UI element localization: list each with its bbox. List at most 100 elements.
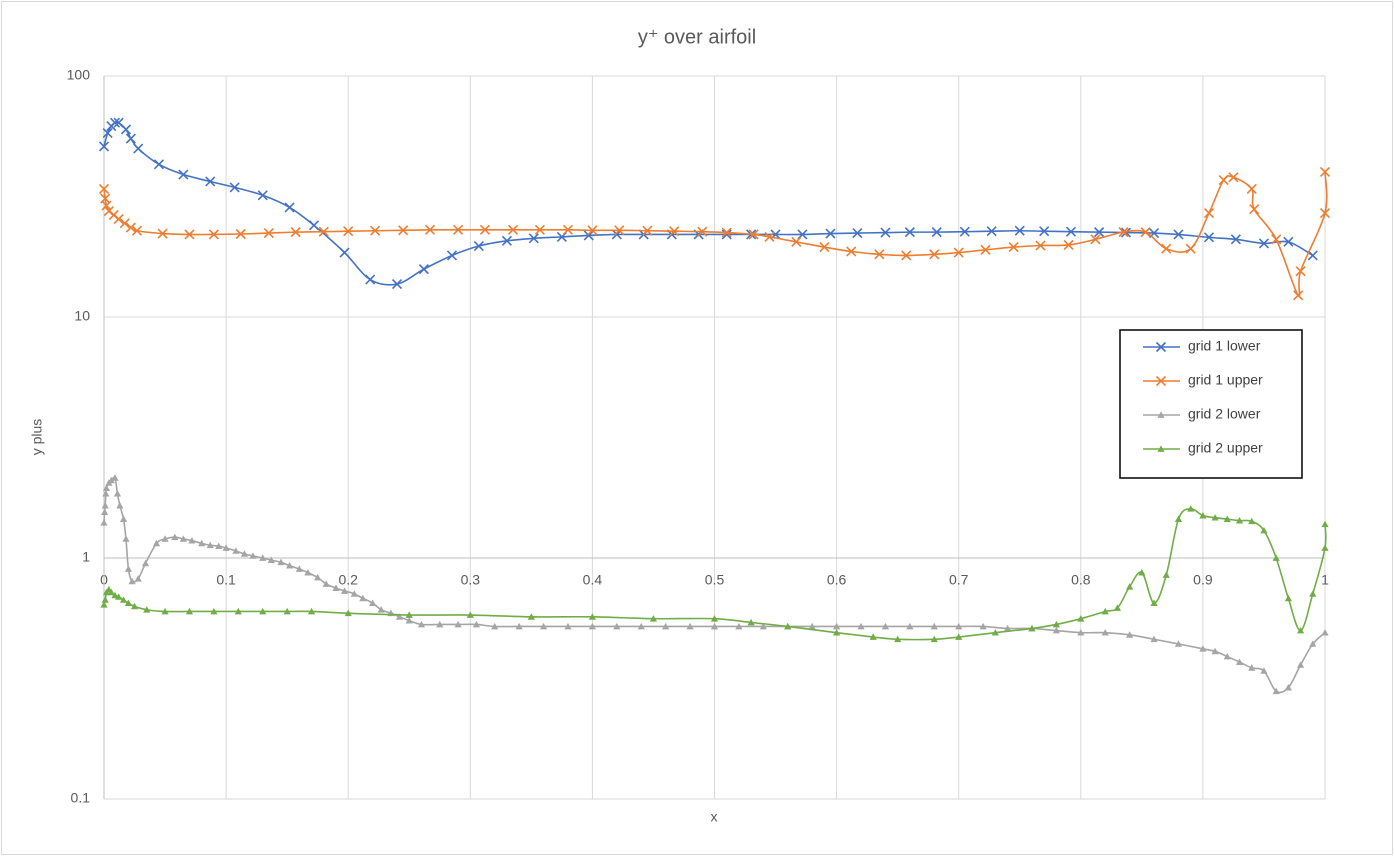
x-tick-label: 0.9: [1193, 572, 1213, 588]
legend-marker: [1157, 411, 1165, 418]
marker: [128, 577, 136, 585]
marker: [208, 229, 219, 240]
marker: [784, 622, 792, 630]
marker: [637, 622, 645, 630]
marker: [418, 264, 429, 275]
x-tick-label: 0.3: [461, 572, 481, 588]
marker: [369, 599, 377, 606]
marker: [1063, 239, 1074, 251]
x-tick-label: 1: [1321, 572, 1329, 588]
marker: [339, 247, 350, 258]
marker: [808, 622, 816, 630]
marker: [1113, 604, 1122, 611]
x-axis-title: x: [711, 809, 718, 825]
marker: [764, 231, 775, 242]
marker: [107, 588, 115, 596]
marker: [1249, 204, 1260, 215]
marker: [1258, 238, 1270, 249]
marker: [101, 200, 112, 211]
marker: [539, 622, 548, 630]
marker: [1187, 505, 1195, 512]
marker: [1173, 229, 1184, 240]
marker: [1283, 236, 1294, 247]
marker: [119, 515, 128, 522]
marker: [1065, 226, 1077, 237]
marker: [215, 542, 223, 550]
marker: [365, 274, 376, 285]
marker: [405, 611, 413, 618]
marker: [797, 229, 808, 240]
marker: [1003, 624, 1012, 632]
marker: [472, 620, 481, 628]
marker: [955, 633, 963, 640]
marker: [747, 618, 755, 626]
marker: [1321, 520, 1329, 528]
marker: [904, 227, 915, 238]
marker: [1035, 240, 1046, 251]
marker: [1008, 242, 1019, 253]
marker: [284, 202, 295, 213]
marker: [1150, 635, 1158, 643]
marker: [1230, 234, 1241, 245]
marker: [340, 587, 349, 594]
legend-text: grid 2 upper: [1188, 440, 1263, 456]
marker: [417, 620, 426, 628]
marker: [846, 246, 857, 257]
marker: [686, 622, 694, 630]
marker: [124, 599, 133, 606]
marker: [662, 622, 670, 630]
marker: [171, 533, 179, 541]
marker: [1174, 640, 1183, 647]
marker: [721, 229, 732, 240]
y-axis-title: y plus: [29, 419, 45, 456]
marker: [588, 622, 596, 630]
x-tick-label: 0.8: [1071, 572, 1091, 588]
marker: [359, 594, 367, 602]
marker: [721, 227, 732, 238]
marker: [398, 225, 409, 236]
marker: [161, 607, 169, 615]
marker: [588, 613, 596, 620]
marker: [157, 228, 168, 239]
marker: [479, 224, 491, 235]
x-tick-label: 0.6: [827, 572, 847, 588]
marker: [222, 544, 230, 551]
marker: [1077, 629, 1085, 636]
marker: [1235, 516, 1244, 524]
marker: [229, 182, 240, 193]
marker: [1101, 607, 1109, 615]
marker: [881, 622, 890, 630]
marker: [1126, 631, 1134, 638]
marker: [116, 501, 124, 509]
marker: [133, 143, 144, 154]
x-tick-label: 0.4: [583, 572, 603, 588]
marker: [833, 629, 841, 636]
marker: [1271, 234, 1282, 245]
marker: [314, 573, 322, 581]
legend-text: grid 1 lower: [1188, 338, 1261, 354]
marker: [424, 224, 436, 235]
marker: [1223, 652, 1231, 660]
marker: [369, 225, 381, 236]
marker: [391, 278, 403, 290]
marker: [1218, 174, 1229, 186]
marker: [959, 226, 970, 237]
marker: [1118, 227, 1129, 238]
marker: [101, 596, 109, 603]
marker: [1248, 517, 1256, 525]
marker: [1284, 683, 1292, 691]
marker: [205, 176, 216, 187]
marker: [759, 622, 767, 630]
marker: [857, 622, 865, 630]
marker: [111, 474, 119, 481]
marker: [100, 601, 108, 608]
marker: [130, 602, 139, 610]
marker: [930, 635, 938, 643]
marker: [1235, 658, 1244, 665]
legend-marker: [1157, 445, 1165, 452]
marker: [109, 117, 121, 128]
marker: [1295, 266, 1306, 277]
marker: [1052, 626, 1060, 634]
marker: [748, 229, 759, 240]
marker: [1228, 172, 1239, 183]
